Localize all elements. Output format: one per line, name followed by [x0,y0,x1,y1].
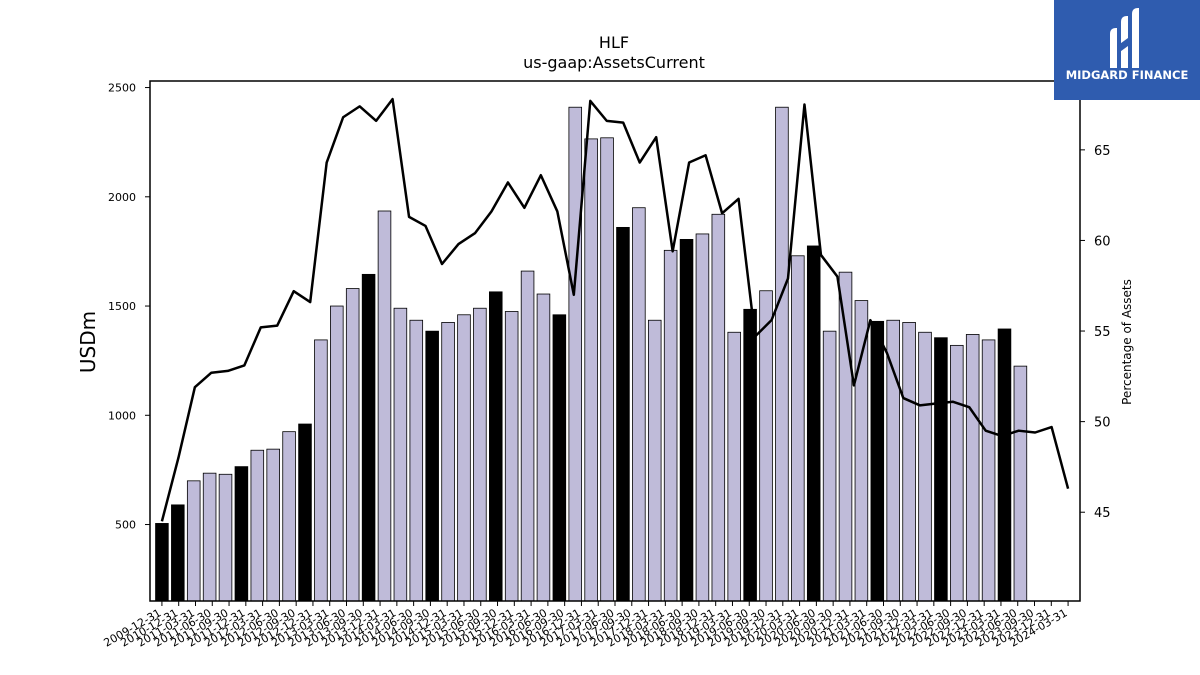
bar [727,331,741,602]
bar [425,330,439,602]
bar [902,322,916,602]
logo-text: MIDGARD FINANCE [1065,68,1189,82]
bar [806,245,821,602]
bar [759,290,773,602]
percentage-line [160,97,1070,522]
bar [489,291,503,602]
y-tick-label: 2000 [108,191,136,204]
bar [838,271,853,602]
bar [155,523,169,602]
chart-subtitle: us-gaap:AssetsCurrent [523,53,705,72]
bar [234,466,249,602]
y-tick-label: 500 [115,519,136,532]
y2-tick-label: 60 [1094,234,1111,249]
bar [791,255,805,602]
bar [711,213,726,602]
logo-mark-icon [1110,8,1139,68]
y2-tick-label: 50 [1094,416,1111,431]
bar [314,339,328,602]
bar [997,328,1012,602]
bar [663,249,678,602]
bar [600,137,614,602]
bar [409,319,424,602]
y-tick-label: 2500 [108,82,136,95]
bar-series [155,106,1028,602]
y2-tick-label: 55 [1094,325,1111,340]
bar [616,226,630,602]
midgard-finance-logo: MIDGARD FINANCE [1054,0,1200,100]
bar [202,472,217,602]
bar [886,319,900,602]
y2-tick-label: 65 [1094,144,1111,159]
y-axis-label: USDm [76,311,100,373]
bar [171,504,185,602]
y2-axis-ticks: 45 50 55 60 65 [1080,144,1111,521]
bar [504,311,519,602]
y2-axis-label: Percentage of Assets [1120,279,1134,405]
bar [950,344,964,602]
bar [441,322,455,602]
bar [822,330,837,602]
bar [266,448,280,602]
bar [632,207,646,602]
bar [934,337,948,602]
plot-frame [149,80,1081,602]
bar [186,480,201,602]
y-tick-label: 1000 [108,409,136,422]
line-series [160,97,1070,522]
bar [393,307,408,602]
bar [282,431,296,602]
chart-title: HLF [599,33,629,52]
bar [1013,365,1028,602]
bar [218,473,233,602]
bar [679,238,694,602]
bar [552,314,567,602]
bar [775,106,789,602]
bar [870,320,885,602]
x-axis-ticks: 2009-12-312010-12-312011-03-312011-06-30… [102,601,1070,650]
bar [918,331,932,602]
bar [473,307,487,602]
y-tick-label: 1500 [108,300,136,313]
bar [854,300,869,602]
bar [981,339,996,602]
bar [536,293,551,602]
bar [457,314,471,602]
bar [250,449,265,602]
bar [695,233,710,602]
bar [330,305,344,602]
bar [520,270,535,602]
bar [345,288,360,602]
bar [647,319,662,602]
bar [568,106,583,602]
y2-tick-label: 45 [1094,506,1111,521]
bar [377,210,392,602]
bar [965,334,980,602]
bar [584,138,598,602]
bar [743,308,757,602]
bar [361,273,376,602]
y-axis-ticks: 500 1000 1500 2000 2500 [108,82,150,532]
bar [298,423,312,602]
